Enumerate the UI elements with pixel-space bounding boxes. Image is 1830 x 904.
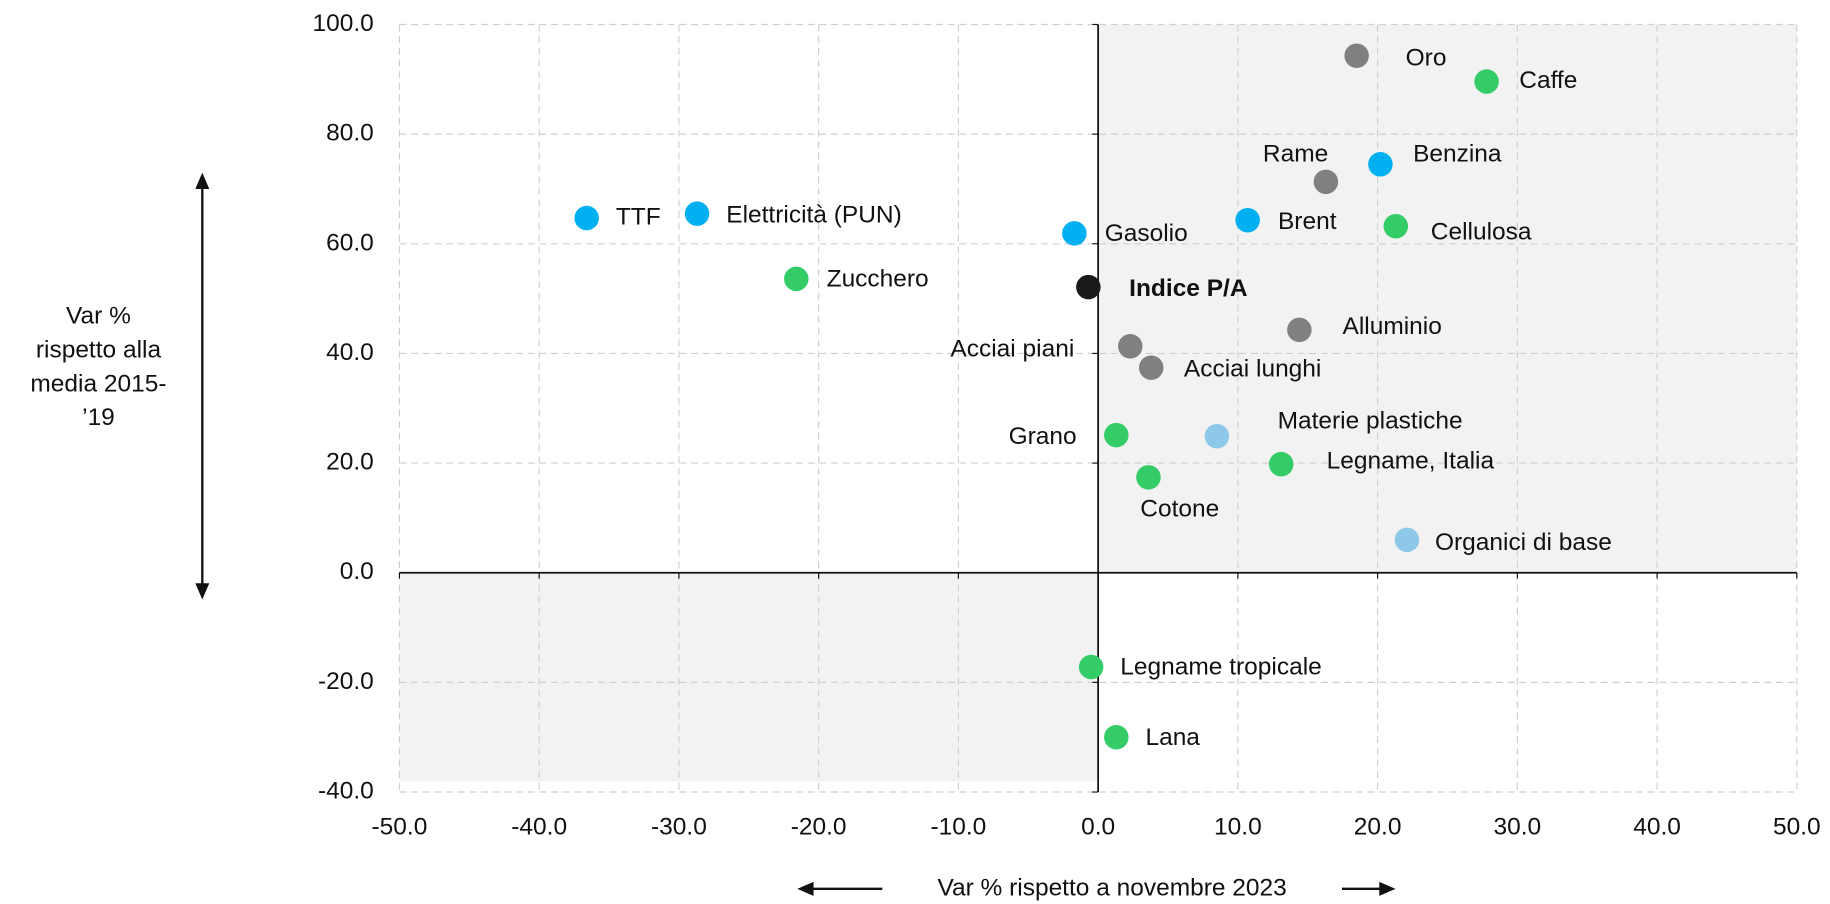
- x-tick-label: -10.0: [930, 814, 986, 841]
- x-arrow-right-head: [1379, 881, 1396, 896]
- point-label: Lana: [1145, 724, 1200, 751]
- point-label: Benzina: [1413, 140, 1502, 167]
- point-label: Gasolio: [1105, 220, 1188, 247]
- y-tick-label: 100.0: [312, 10, 373, 37]
- y-axis-label: media 2015-: [30, 370, 166, 397]
- point-label: Legname tropicale: [1120, 654, 1321, 681]
- point-label: Acciai lunghi: [1184, 355, 1321, 382]
- y-tick-label: 80.0: [326, 120, 374, 147]
- y-tick-label: -40.0: [318, 777, 374, 804]
- point: [1104, 724, 1129, 750]
- y-tick-label: -20.0: [318, 668, 374, 695]
- x-tick-label: -50.0: [372, 814, 428, 841]
- point: [574, 205, 599, 231]
- point-label: Cotone: [1140, 495, 1219, 522]
- x-tick-label: 20.0: [1354, 814, 1402, 841]
- axes: -40.0 -20.0 0.0 20.0 40.0 60.0 80.0 100.0 -50.0 -…: [312, 10, 1820, 841]
- point-label: Oro: [1406, 45, 1447, 72]
- point-label: Legname, Italia: [1327, 447, 1495, 474]
- point: [1062, 221, 1087, 246]
- x-tick-label: 0.0: [1081, 814, 1115, 841]
- point-label: Rame: [1263, 140, 1328, 167]
- point-label: Organici di base: [1435, 529, 1612, 556]
- point-label: Grano: [1009, 423, 1077, 450]
- point: [1104, 422, 1129, 448]
- point: [1344, 43, 1369, 68]
- x-axis-label: Var % rispetto a novembre 2023: [937, 874, 1286, 901]
- point-label: Elettricità (PUN): [726, 201, 902, 228]
- x-tick-label: -20.0: [791, 814, 847, 841]
- point: [1138, 355, 1164, 380]
- quadrant-shade: [1098, 24, 1797, 573]
- y-axis-label: ’19: [82, 404, 115, 431]
- x-tick-label: 30.0: [1494, 814, 1542, 841]
- point-label: Brent: [1278, 208, 1337, 235]
- point: [1118, 334, 1143, 359]
- point-label: Indice P/A: [1129, 275, 1248, 302]
- point: [1204, 423, 1230, 449]
- point: [1368, 152, 1393, 177]
- x-tick-label: -30.0: [651, 814, 707, 841]
- marks: Oro Caffe Rame Benzina Brent Cellulosa TTF Elet…: [574, 43, 1612, 751]
- point: [784, 266, 809, 292]
- point-label: Cellulosa: [1431, 219, 1532, 246]
- point: [1394, 527, 1420, 553]
- y-axis-label: Var %: [66, 303, 131, 330]
- point: [1474, 69, 1499, 94]
- point: [1313, 169, 1339, 195]
- y-axis-label: rispetto alla: [36, 337, 162, 364]
- background: [399, 24, 1797, 782]
- x-tick-label: 40.0: [1633, 814, 1681, 841]
- y-tick-label: 0.0: [340, 558, 374, 585]
- y-tick-label: 40.0: [326, 339, 374, 366]
- point: [1235, 207, 1260, 233]
- point-label: Caffe: [1519, 67, 1577, 94]
- y-tick-label: 20.0: [326, 449, 374, 476]
- x-arrow-left-head: [797, 881, 814, 896]
- point-label: Acciai piani: [950, 335, 1074, 362]
- point: [1136, 465, 1161, 490]
- point-label: Materie plastiche: [1278, 408, 1463, 435]
- point: [1268, 451, 1294, 477]
- point-label: TTF: [616, 203, 661, 230]
- point: [1287, 317, 1312, 343]
- x-tick-label: -40.0: [511, 814, 567, 841]
- x-tick-label: 10.0: [1214, 814, 1262, 841]
- point: [1078, 654, 1104, 680]
- quadrant-shade: [399, 572, 1099, 782]
- point-label: Zucchero: [827, 266, 929, 293]
- point-label: Alluminio: [1343, 313, 1442, 340]
- y-tick-label: 60.0: [326, 229, 374, 256]
- x-tick-label: 50.0: [1773, 814, 1821, 841]
- point: [684, 201, 710, 226]
- point: [1383, 213, 1409, 239]
- point: [1076, 274, 1101, 300]
